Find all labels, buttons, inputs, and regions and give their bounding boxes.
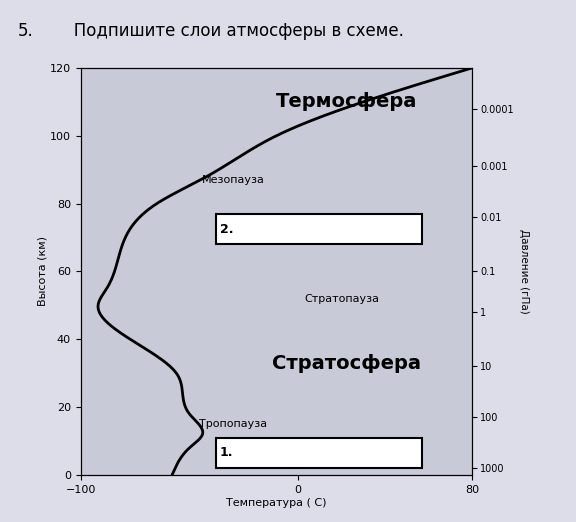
Y-axis label: Давление (гПа): Давление (гПа) [519,229,529,314]
Text: Мезопауза: Мезопауза [202,175,264,185]
Text: Термосфера: Термосфера [275,92,417,111]
Text: Подпишите слои атмосферы в схеме.: Подпишите слои атмосферы в схеме. [58,22,403,40]
Text: 5.: 5. [17,22,33,40]
Text: 1.: 1. [220,446,233,459]
FancyBboxPatch shape [215,437,422,468]
Text: Тропопауза: Тропопауза [199,419,267,429]
X-axis label: Температура ( С): Температура ( С) [226,497,327,507]
Text: Стратопауза: Стратопауза [304,293,379,304]
FancyBboxPatch shape [215,214,422,244]
Text: Стратосфера: Стратосфера [272,353,420,373]
Y-axis label: Высота (км): Высота (км) [37,236,47,306]
Text: 2.: 2. [220,222,233,235]
